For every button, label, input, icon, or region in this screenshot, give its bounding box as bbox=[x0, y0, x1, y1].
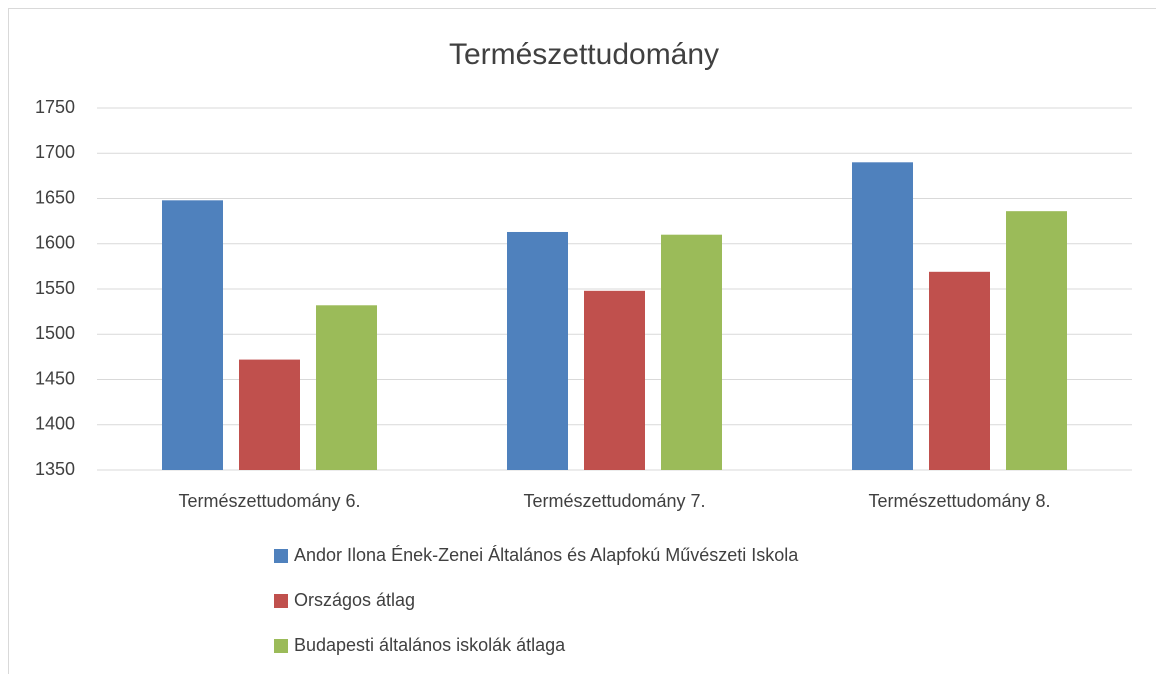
bar bbox=[661, 234, 722, 470]
y-tick-label: 1350 bbox=[35, 459, 75, 479]
y-tick-label: 1750 bbox=[35, 97, 75, 117]
y-tick-label: 1600 bbox=[35, 233, 75, 253]
chart-title: Természettudomány bbox=[449, 38, 719, 71]
y-tick-label: 1550 bbox=[35, 278, 75, 298]
legend-label: Andor Ilona Ének-Zenei Általános és Alap… bbox=[294, 545, 799, 565]
y-tick-label: 1650 bbox=[35, 187, 75, 207]
bar bbox=[852, 162, 913, 471]
bar bbox=[1006, 211, 1067, 471]
legend-swatch bbox=[274, 594, 288, 608]
bar bbox=[316, 305, 377, 470]
bar bbox=[239, 359, 300, 470]
bar bbox=[584, 290, 645, 470]
x-tick-label: Természettudomány 7. bbox=[523, 491, 705, 511]
y-tick-label: 1450 bbox=[35, 368, 75, 388]
bar bbox=[507, 231, 568, 470]
x-tick-label: Természettudomány 6. bbox=[178, 491, 360, 511]
legend-swatch bbox=[274, 639, 288, 653]
bar bbox=[929, 271, 990, 470]
y-tick-label: 1400 bbox=[35, 414, 75, 434]
legend-swatch bbox=[274, 549, 288, 563]
x-tick-label: Természettudomány 8. bbox=[868, 491, 1050, 511]
legend-label: Budapesti általános iskolák átlaga bbox=[294, 635, 566, 655]
y-tick-label: 1700 bbox=[35, 142, 75, 162]
legend-label: Országos átlag bbox=[294, 590, 415, 610]
bar bbox=[162, 200, 223, 470]
y-tick-label: 1500 bbox=[35, 323, 75, 343]
